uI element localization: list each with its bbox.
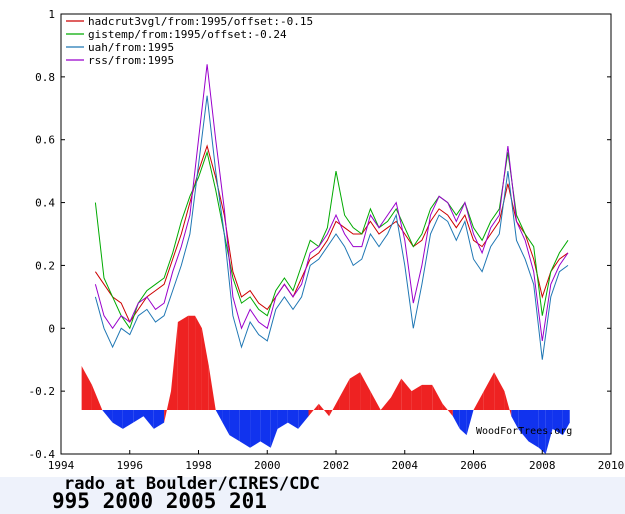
x-tick-label: 1998: [185, 459, 212, 472]
area-segment: [153, 410, 165, 429]
area-segment: [201, 328, 209, 410]
x-tick-label: 2008: [529, 459, 556, 472]
area-segment: [360, 372, 371, 410]
area-segment: [208, 366, 216, 410]
x-tick-label: 2010: [598, 459, 625, 472]
watermark: WoodForTrees.org: [476, 426, 572, 437]
area-segment: [483, 372, 495, 410]
area-segment: [349, 372, 361, 410]
area-segment: [143, 410, 154, 429]
area-segment: [277, 410, 288, 429]
area-segment: [329, 397, 340, 417]
area-segment: [432, 384, 443, 410]
area-segment: [459, 410, 467, 436]
legend-label: rss/from:1995: [88, 54, 174, 67]
y-tick-label: 0.6: [35, 134, 55, 147]
area-segment: [91, 384, 103, 410]
area-segment: [442, 403, 453, 417]
area-segment: [545, 410, 553, 454]
area-segment: [195, 315, 202, 410]
area-segment: [122, 410, 134, 429]
anomaly-area-group: [81, 315, 570, 454]
area-segment: [188, 315, 196, 410]
area-segment: [528, 410, 539, 448]
area-segment: [466, 410, 474, 436]
area-segment: [318, 403, 330, 417]
area-segment: [215, 410, 223, 423]
area-segment: [473, 391, 484, 410]
y-tick-label: -0.4: [29, 448, 56, 461]
y-tick-label: 0.4: [35, 197, 55, 210]
area-segment: [370, 391, 381, 410]
caption-line-2: 995 2000 2005 201: [52, 489, 267, 513]
caption-line-1: rado at Boulder/CIRES/CDC: [64, 474, 320, 494]
area-segment: [287, 410, 299, 429]
y-tick-label: 0.2: [35, 259, 55, 272]
area-segment: [504, 391, 512, 417]
legend-label: uah/from:1995: [88, 41, 174, 54]
area-segment: [260, 410, 271, 448]
area-segment: [518, 410, 529, 442]
area-segment: [391, 378, 402, 410]
x-tick-label: 2002: [323, 459, 350, 472]
area-segment: [380, 397, 391, 410]
area-segment: [411, 384, 422, 410]
y-tick-label: 0.8: [35, 71, 55, 84]
series-lines: [94, 64, 569, 360]
y-tick-label: 1: [48, 8, 55, 21]
caption-band: [0, 477, 625, 514]
series-line-2: [94, 95, 569, 360]
x-tick-label: 2004: [392, 459, 419, 472]
area-segment: [538, 410, 546, 454]
legend: hadcrut3vgl/from:1995/offset:-0.15gistem…: [66, 15, 313, 67]
x-tick-label: 2000: [254, 459, 281, 472]
area-segment: [250, 410, 261, 448]
area-segment: [81, 366, 92, 410]
area-segment: [308, 403, 319, 417]
x-tick-label: 2006: [460, 459, 487, 472]
area-segment: [401, 378, 412, 410]
y-tick-label: 0: [48, 322, 55, 335]
y-axis: -0.4 -0.2 0 0.2 0.4 0.6 0.8 1: [29, 8, 611, 461]
area-segment: [171, 322, 178, 410]
area-segment: [229, 410, 240, 442]
x-tick-label: 1996: [117, 459, 144, 472]
area-segment: [222, 410, 230, 436]
area-segment: [421, 384, 433, 410]
area-segment: [164, 391, 171, 423]
legend-label: gistemp/from:1995/offset:-0.24: [88, 28, 287, 41]
y-tick-label: -0.2: [29, 385, 56, 398]
series-line-1: [94, 150, 569, 330]
area-segment: [239, 410, 251, 448]
area-segment: [133, 410, 144, 423]
area-segment: [562, 410, 570, 436]
area-segment: [177, 315, 189, 410]
area-segment: [511, 410, 519, 429]
area-segment: [102, 410, 113, 423]
area-segment: [552, 410, 563, 436]
x-tick-label: 1994: [48, 459, 75, 472]
legend-label: hadcrut3vgl/from:1995/offset:-0.15: [88, 15, 313, 28]
series-line-0: [94, 144, 569, 324]
area-segment: [339, 378, 350, 410]
area-segment: [494, 372, 505, 410]
x-axis: 1994 1996 1998 2000 2002 2004 2006 2008 2010: [48, 450, 625, 472]
area-segment: [298, 410, 309, 429]
area-segment: [452, 410, 460, 429]
area-segment: [112, 410, 123, 429]
series-line-3: [94, 64, 569, 341]
area-segment: [270, 410, 278, 448]
